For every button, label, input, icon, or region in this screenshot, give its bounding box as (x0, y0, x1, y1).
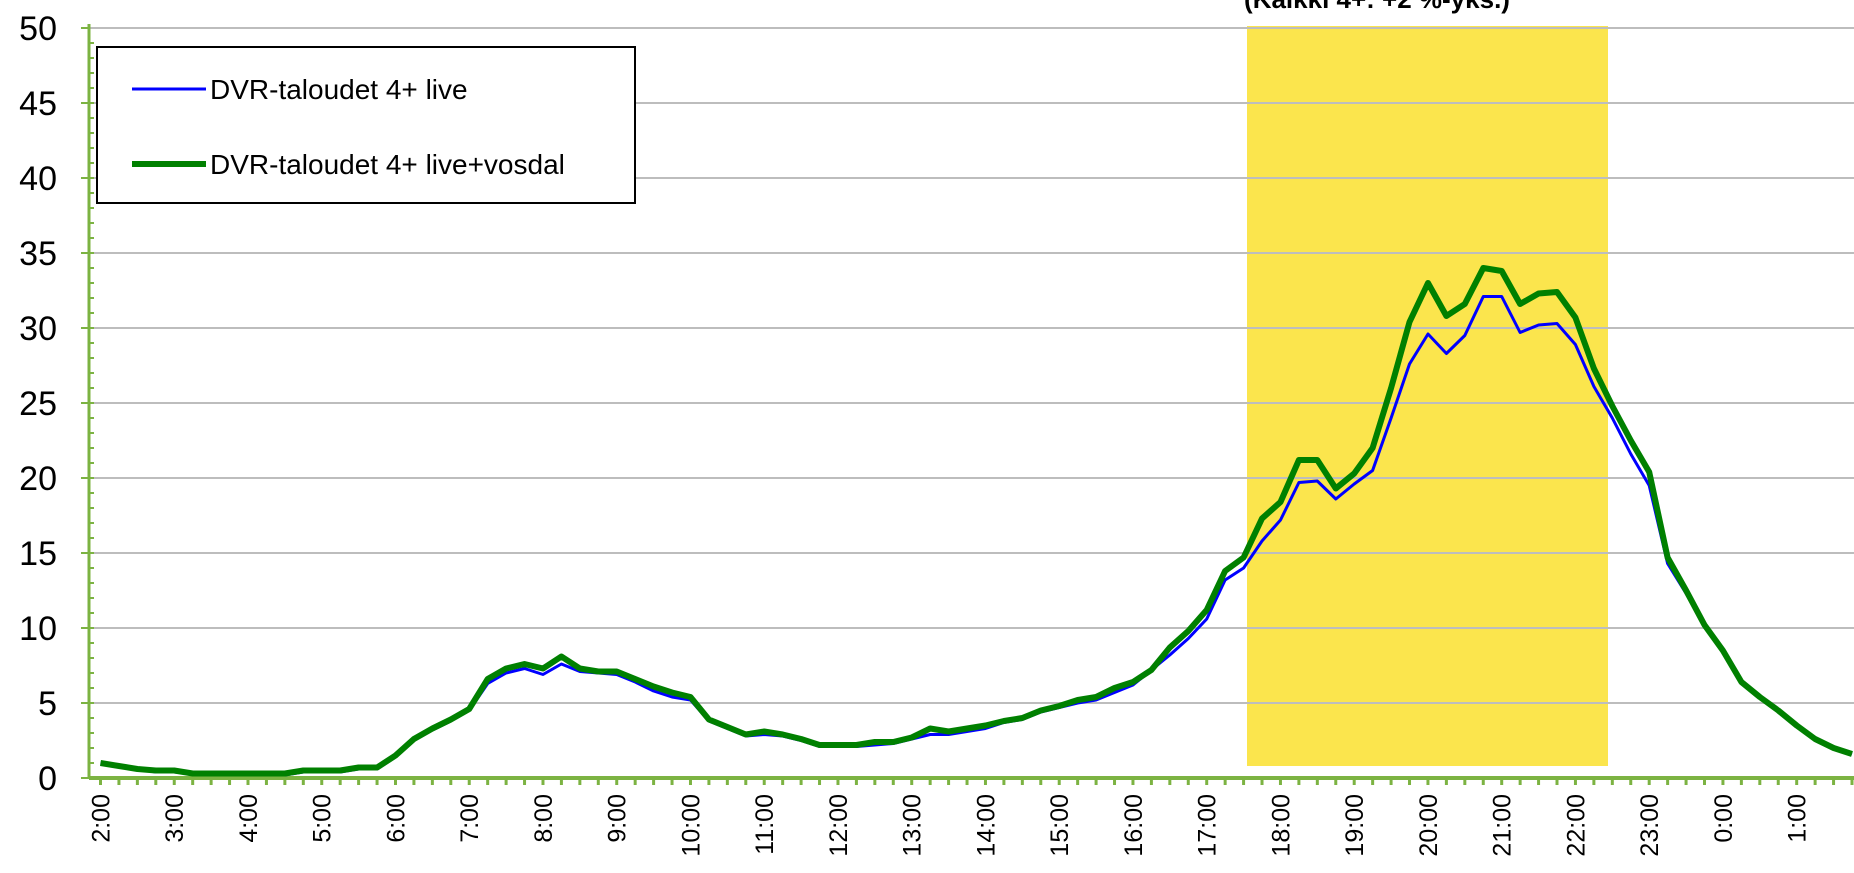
x-tick-label: 23:00 (1636, 794, 1664, 857)
y-tick-label: 0 (38, 760, 57, 798)
y-tick-label: 15 (19, 535, 57, 573)
x-tick-label: 22:00 (1562, 794, 1590, 857)
x-tick-label: 14:00 (972, 794, 1000, 857)
y-tick-label: 35 (19, 235, 57, 273)
x-tick-label: 18:00 (1267, 794, 1295, 857)
series-line (100, 265, 1853, 777)
y-tick-label: 25 (19, 385, 57, 423)
x-tick-label: 7:00 (456, 794, 484, 843)
x-tick-label: 6:00 (382, 794, 410, 843)
y-tick-label: 10 (19, 610, 57, 648)
y-tick-label: 50 (19, 10, 57, 48)
y-tick-label: 40 (19, 160, 57, 198)
x-tick-label: 15:00 (1046, 794, 1074, 857)
x-tick-label: 8:00 (530, 794, 558, 843)
annotation: (Kaikki 4+: +2 %-yks.) (1244, 0, 1510, 14)
x-tick-label: 12:00 (825, 794, 853, 857)
y-tick-label: 5 (38, 685, 57, 723)
highlight-band (1247, 26, 1608, 766)
legend-label: DVR-taloudet 4+ live (210, 74, 468, 105)
x-tick-label: 16:00 (1120, 794, 1148, 857)
x-tick-label: 1:00 (1784, 794, 1812, 843)
legend-box (96, 46, 636, 204)
legend-label: DVR-taloudet 4+ live+vosdal (210, 149, 565, 180)
x-tick-label: 19:00 (1341, 794, 1369, 857)
y-tick-label: 45 (19, 85, 57, 123)
x-tick-label: 11:00 (751, 794, 779, 855)
x-tick-label: 0:00 (1710, 794, 1738, 843)
y-tick-label: 20 (19, 460, 57, 498)
y-tick-label: 30 (19, 310, 57, 348)
x-tick-label: 21:00 (1489, 794, 1517, 857)
x-tick-label: 5:00 (309, 794, 337, 843)
x-tick-label: 4:00 (235, 794, 263, 843)
x-tick-label: 20:00 (1415, 794, 1443, 857)
x-tick-label: 2:00 (88, 794, 116, 843)
x-tick-label: 9:00 (604, 794, 632, 843)
x-tick-label: 13:00 (899, 794, 927, 857)
x-tick-label: 17:00 (1194, 794, 1222, 857)
x-tick-label: 3:00 (161, 794, 189, 843)
x-tick-label: 10:00 (677, 794, 705, 857)
